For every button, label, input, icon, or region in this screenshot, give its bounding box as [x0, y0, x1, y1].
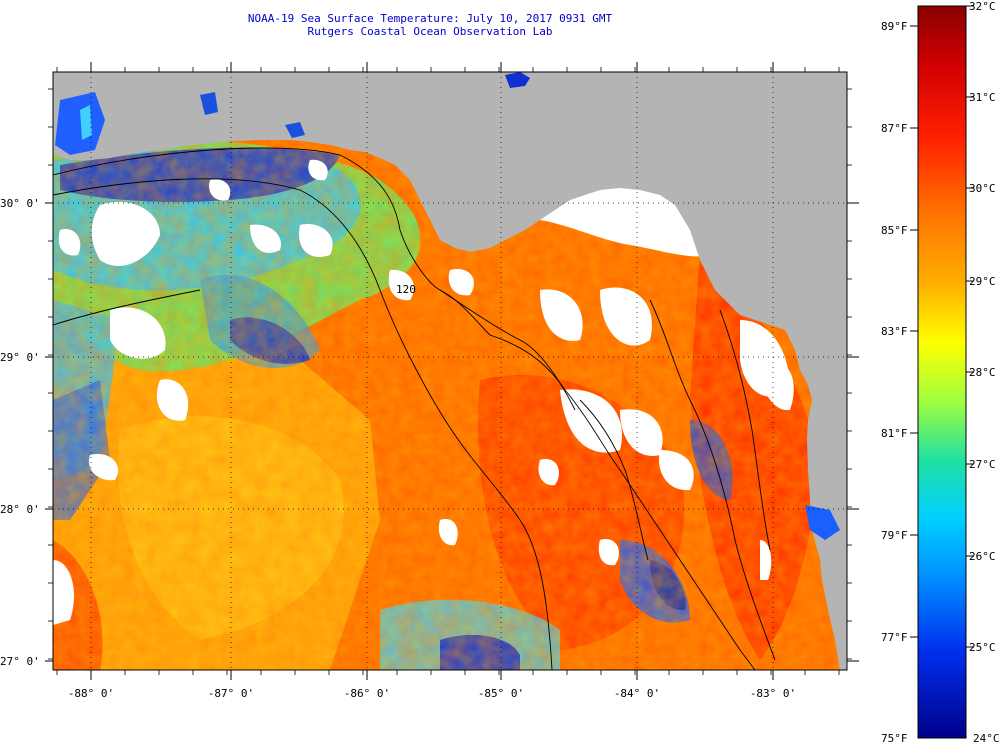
colorbar-c-label: 32°C	[969, 0, 996, 13]
colorbar-c-label: 24°C	[973, 732, 1000, 745]
colorbar-c-label: 29°C	[969, 275, 996, 288]
lon-label: -85° 0'	[478, 687, 524, 700]
colorbar-f-label: 83°F	[881, 325, 908, 338]
colorbar-f-label: 85°F	[881, 224, 908, 237]
lon-label: -86° 0'	[344, 687, 390, 700]
colorbar-f-label: 81°F	[881, 427, 908, 440]
lat-label: 30° 0'	[0, 197, 40, 210]
lat-label: 29° 0'	[0, 351, 40, 364]
land-mass	[53, 72, 847, 670]
colorbar-f-label: 89°F	[881, 20, 908, 33]
map-frame	[52, 71, 848, 671]
lon-label: -88° 0'	[68, 687, 114, 700]
colorbar-ticks	[910, 5, 974, 648]
colorbar-c-label: 26°C	[969, 550, 996, 563]
lat-label: 28° 0'	[0, 503, 40, 516]
colorbar-c-label: 27°C	[969, 458, 996, 471]
minor-ticks	[48, 67, 852, 675]
colorbar-c-label: 30°C	[969, 182, 996, 195]
colorbar-f-label: 75°F	[881, 732, 908, 745]
colorbar-c-label: 25°C	[969, 641, 996, 654]
map-subtitle: Rutgers Coastal Ocean Observation Lab	[307, 25, 553, 38]
colorbar-f-label: 79°F	[881, 529, 908, 542]
sst-field	[53, 72, 847, 670]
lon-label: -87° 0'	[208, 687, 254, 700]
map-title: NOAA-19 Sea Surface Temperature: July 10…	[247, 12, 613, 25]
colorbar-c-label: 28°C	[969, 366, 996, 379]
colorbar-c-label: 31°C	[969, 91, 996, 104]
contour-label: 120	[396, 283, 416, 296]
lon-label: -84° 0'	[614, 687, 660, 700]
cloud-mask	[53, 159, 794, 625]
colorbar	[917, 5, 967, 739]
bathymetry-contours	[53, 147, 776, 670]
lon-label: -83° 0'	[750, 687, 796, 700]
colorbar-f-label: 87°F	[881, 122, 908, 135]
lat-label: 27° 0'	[0, 655, 40, 668]
colorbar-f-label: 77°F	[881, 631, 908, 644]
